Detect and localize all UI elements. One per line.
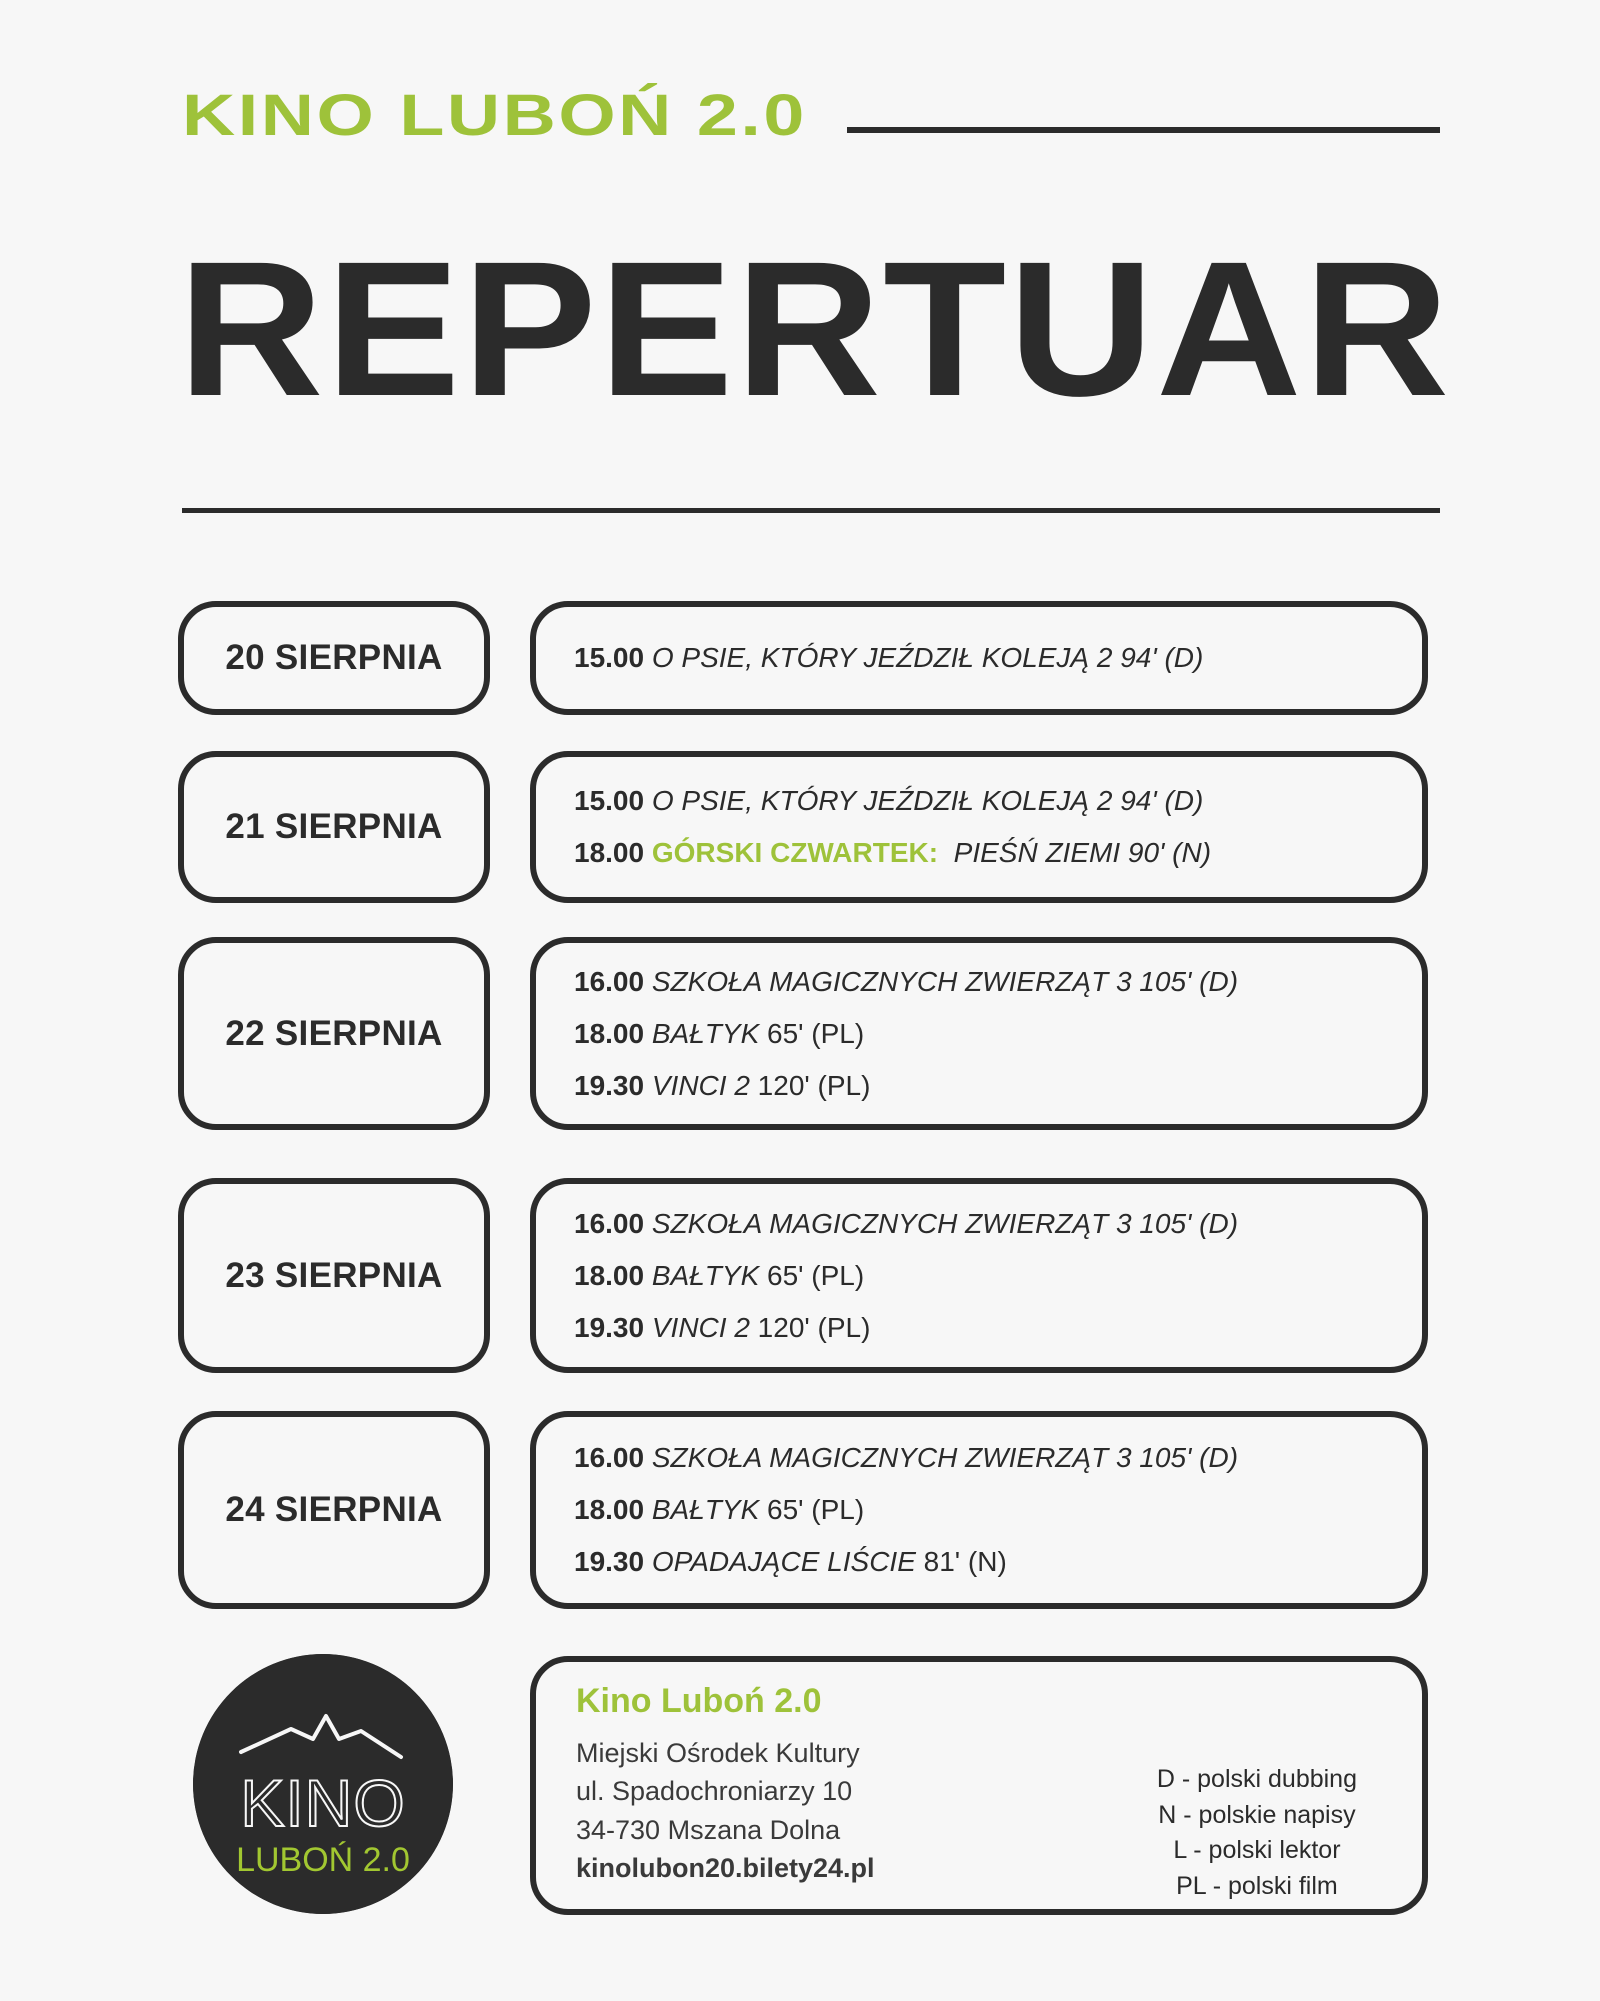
svg-text:LUBOŃ 2.0: LUBOŃ 2.0	[236, 1841, 410, 1879]
svg-text:KINO: KINO	[240, 1766, 405, 1840]
